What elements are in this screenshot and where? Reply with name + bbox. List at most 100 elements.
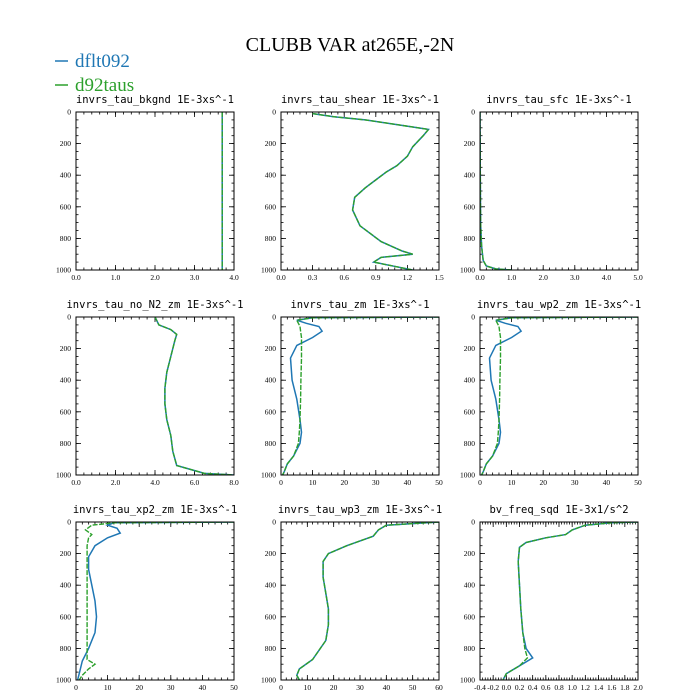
subplot-frame — [75, 521, 235, 681]
subplot-frame — [479, 316, 639, 476]
x-tick-label: 0.0 — [276, 273, 286, 282]
x-tick-label: 10 — [508, 478, 516, 487]
y-tick-label: 600 — [60, 407, 72, 416]
y-tick-label: 1000 — [261, 676, 276, 685]
x-tick-label: 3.0 — [190, 273, 200, 282]
x-tick-label: 1.5 — [434, 273, 444, 282]
x-tick-label: 30 — [167, 683, 175, 692]
x-tick-label: 30 — [571, 478, 579, 487]
x-tick-label: 40 — [199, 683, 207, 692]
series-line-d92taus — [296, 522, 439, 680]
subplot-frame — [75, 111, 235, 271]
x-tick-label: 2.0 — [150, 273, 160, 282]
y-tick-label: 400 — [464, 376, 476, 385]
x-tick-label: 2.0 — [111, 478, 121, 487]
x-tick-label: 50 — [409, 683, 417, 692]
series-line-dflt092 — [480, 317, 638, 475]
x-tick-label: 20 — [539, 478, 547, 487]
subplot-frame — [280, 521, 440, 681]
x-tick-label: 0 — [279, 683, 283, 692]
series-line-d92taus — [480, 317, 638, 475]
subplot-grid: invrs_tau_bkgnd 1E-3xs^-1 0.0 1.0 2.0 3.0 4.0… — [56, 94, 643, 692]
subplot-frame — [479, 111, 639, 271]
y-tick-label: 400 — [60, 581, 72, 590]
x-tick-label: 40 — [383, 683, 391, 692]
subplot-title: bv_freq_sqd 1E-3x1/s^2 — [489, 504, 628, 516]
y-tick-label: 1000 — [460, 676, 475, 685]
series-line-d92taus — [154, 317, 234, 475]
y-tick-label: 0 — [67, 108, 71, 117]
y-tick-label: 0 — [272, 108, 276, 117]
legend: dflt092 d92taus — [55, 51, 134, 96]
figure-title: CLUBB VAR at265E,-2N — [246, 34, 455, 56]
subplot-title: invrs_tau_bkgnd 1E-3xs^-1 — [76, 94, 234, 106]
y-tick-label: 200 — [265, 549, 277, 558]
y-tick-label: 1000 — [56, 471, 71, 480]
subplot-title: invrs_tau_shear 1E-3xs^-1 — [281, 94, 439, 106]
subplot-title: invrs_tau_xp2_zm 1E-3xs^-1 — [73, 504, 237, 516]
x-tick-label: 1.4 — [594, 683, 604, 692]
x-tick-label: 40 — [603, 478, 611, 487]
series-line-dflt092 — [295, 522, 439, 680]
x-tick-label: 50 — [230, 683, 238, 692]
x-tick-label: 10 — [104, 683, 112, 692]
x-tick-label: 40 — [404, 478, 412, 487]
y-tick-label: 0 — [67, 518, 71, 527]
subplot-2: invrs_tau_shear 1E-3xs^-1 0.0 0.3 0.6 0.9 1.2… — [261, 94, 444, 282]
subplot-frame — [280, 316, 440, 476]
y-tick-label: 200 — [265, 139, 277, 148]
x-tick-label: 0.9 — [371, 273, 381, 282]
x-tick-label: 60 — [435, 683, 443, 692]
y-tick-label: 200 — [265, 344, 277, 353]
y-tick-label: 1000 — [56, 266, 71, 275]
y-tick-label: 600 — [464, 407, 476, 416]
y-tick-label: 1000 — [261, 471, 276, 480]
y-tick-label: 400 — [265, 581, 277, 590]
x-tick-label: 1.2 — [581, 683, 591, 692]
subplot-frame — [479, 521, 639, 681]
subplot-3: invrs_tau_sfc 1E-3xs^-1 0.0 1.0 2.0 3.0 4.0 5.… — [460, 94, 643, 282]
subplot-4: invrs_tau_no_N2_zm 1E-3xs^-1 0.0 2.0 4.0 6.0… — [56, 299, 244, 487]
y-tick-label: 200 — [60, 549, 72, 558]
y-tick-label: 400 — [464, 171, 476, 180]
subplot-title: invrs_tau_wp2_zm 1E-3xs^-1 — [477, 299, 641, 311]
x-tick-label: 0.8 — [554, 683, 564, 692]
subplot-title: invrs_tau_wp3_zm 1E-3xs^-1 — [278, 504, 442, 516]
x-tick-label: 0.0 — [71, 273, 81, 282]
x-tick-label: -0.2 — [487, 683, 499, 692]
series-line-d92taus — [502, 522, 638, 680]
x-tick-label: 0.0 — [502, 683, 512, 692]
x-tick-label: 1.8 — [620, 683, 630, 692]
y-tick-label: 600 — [265, 202, 277, 211]
y-tick-label: 800 — [265, 439, 277, 448]
series-line-d92taus — [480, 112, 512, 270]
legend-label-d92taus: d92taus — [75, 75, 134, 96]
x-tick-label: 30 — [372, 478, 380, 487]
y-tick-label: 800 — [464, 644, 476, 653]
subplot-7: invrs_tau_xp2_zm 1E-3xs^-10 10 20 30 40 50020… — [56, 504, 238, 692]
y-tick-label: 600 — [464, 612, 476, 621]
subplot-5: invrs_tau_zm 1E-3xs^-1 0 10 20 30 40 50 0 200 400… — [261, 299, 443, 487]
x-tick-label: 1.0 — [567, 683, 577, 692]
x-tick-label: 1.2 — [403, 273, 413, 282]
y-tick-label: 0 — [272, 313, 276, 322]
x-tick-label: 2.0 — [539, 273, 549, 282]
y-tick-label: 800 — [60, 234, 72, 243]
x-tick-label: 10 — [309, 478, 317, 487]
subplot-title: invrs_tau_zm 1E-3xs^-1 — [290, 299, 429, 311]
y-tick-label: 600 — [464, 202, 476, 211]
legend-label-dflt092: dflt092 — [75, 51, 130, 72]
y-tick-label: 1000 — [56, 676, 71, 685]
x-tick-label: 50 — [435, 478, 443, 487]
x-tick-label: 0.0 — [475, 273, 485, 282]
series-line-d92taus — [78, 522, 234, 680]
y-tick-label: 400 — [265, 376, 277, 385]
x-tick-label: 0.6 — [340, 273, 350, 282]
y-tick-label: 400 — [265, 171, 277, 180]
series-line-dflt092 — [76, 522, 234, 680]
y-tick-label: 800 — [265, 234, 277, 243]
x-tick-label: 0.0 — [71, 478, 81, 487]
y-tick-label: 0 — [471, 313, 475, 322]
subplot-title: invrs_tau_sfc 1E-3xs^-1 — [486, 94, 631, 106]
